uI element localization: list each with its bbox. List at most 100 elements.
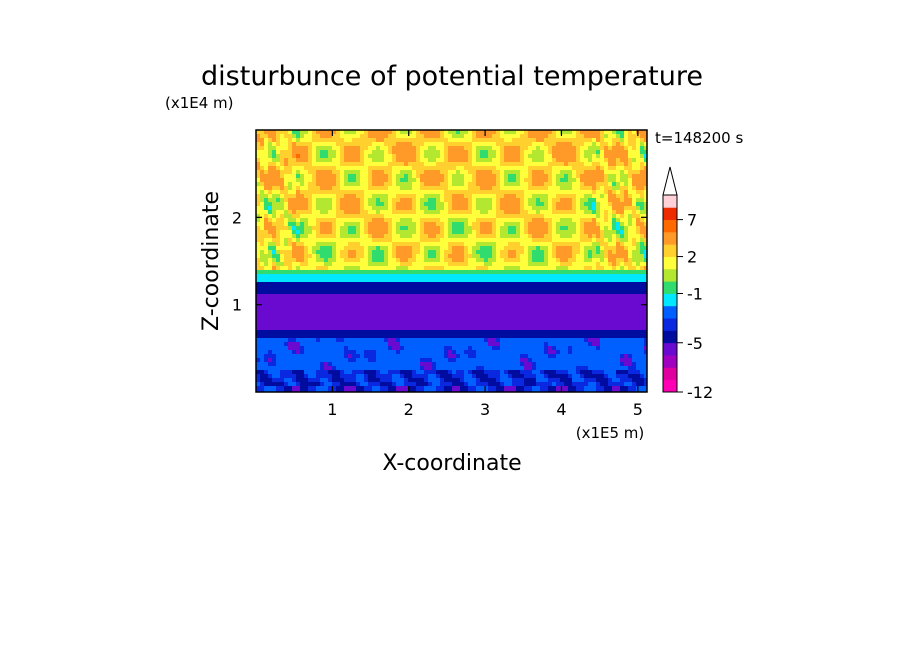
field-cell <box>632 254 637 259</box>
field-cell <box>560 322 565 327</box>
field-cell <box>280 238 285 243</box>
field-cell <box>520 294 525 299</box>
field-cell <box>272 214 277 219</box>
field-cell <box>308 194 313 199</box>
field-cell <box>608 306 613 311</box>
field-cell <box>528 210 533 215</box>
field-cell <box>360 310 365 315</box>
field-cell <box>284 262 289 267</box>
field-cell <box>476 286 481 291</box>
field-cell <box>556 282 561 287</box>
field-cell <box>316 270 321 275</box>
field-cell <box>288 186 293 191</box>
field-cell <box>380 206 385 211</box>
field-cell <box>356 186 361 191</box>
field-cell <box>316 166 321 171</box>
field-cell <box>468 170 473 175</box>
field-cell <box>564 150 569 155</box>
field-cell <box>532 302 537 307</box>
field-cell <box>396 258 401 263</box>
field-cell <box>624 254 629 259</box>
field-cell <box>356 294 361 299</box>
field-cell <box>476 194 481 199</box>
field-cell <box>316 250 321 255</box>
field-cell <box>504 134 509 139</box>
field-cell <box>544 134 549 139</box>
field-cell <box>400 246 405 251</box>
field-cell <box>268 182 273 187</box>
field-cell <box>524 198 529 203</box>
field-cell <box>304 174 309 179</box>
field-cell <box>344 178 349 183</box>
field-cell <box>596 138 601 143</box>
field-cell <box>452 298 457 303</box>
field-cell <box>512 258 517 263</box>
field-cell <box>564 166 569 171</box>
field-cell <box>476 270 481 275</box>
field-cell <box>404 178 409 183</box>
field-cell <box>356 130 361 135</box>
field-cell <box>616 150 621 155</box>
field-cell <box>296 138 301 143</box>
field-cell <box>620 294 625 299</box>
field-cell <box>308 198 313 203</box>
field-cell <box>348 274 353 279</box>
field-cell <box>408 306 413 311</box>
field-cell <box>496 182 501 187</box>
field-cell <box>332 282 337 287</box>
field-cell <box>552 318 557 323</box>
field-cell <box>540 282 545 287</box>
field-cell <box>580 202 585 207</box>
field-cell <box>536 134 541 139</box>
field-cell <box>640 182 645 187</box>
field-cell <box>364 274 369 279</box>
field-cell <box>524 270 529 275</box>
field-cell <box>280 298 285 303</box>
field-cell <box>608 142 613 147</box>
field-cell <box>264 310 269 315</box>
field-cell <box>500 242 505 247</box>
field-cell <box>300 186 305 191</box>
field-cell <box>568 210 573 215</box>
field-cell <box>512 190 517 195</box>
field-cell <box>468 266 473 271</box>
field-cell <box>460 270 465 275</box>
field-cell <box>476 262 481 267</box>
field-cell <box>428 330 433 335</box>
field-cell <box>440 150 445 155</box>
field-cell <box>600 150 605 155</box>
field-cell <box>340 294 345 299</box>
field-cell <box>496 130 501 135</box>
field-cell <box>380 226 385 231</box>
field-cell <box>308 150 313 155</box>
field-cell <box>264 206 269 211</box>
field-cell <box>380 170 385 175</box>
field-cell <box>308 330 313 335</box>
field-cell <box>584 206 589 211</box>
field-cell <box>520 182 525 187</box>
field-cell <box>592 178 597 183</box>
field-cell <box>428 310 433 315</box>
field-cell <box>412 258 417 263</box>
field-cell <box>416 206 421 211</box>
field-cell <box>328 270 333 275</box>
field-cell <box>540 174 545 179</box>
field-cell <box>312 294 317 299</box>
field-cell <box>456 174 461 179</box>
field-cell <box>392 282 397 287</box>
field-cell <box>544 158 549 163</box>
field-cell <box>400 210 405 215</box>
field-cell <box>296 330 301 335</box>
field-cell <box>264 318 269 323</box>
field-cell <box>308 202 313 207</box>
field-cell <box>644 210 647 215</box>
field-cell <box>540 246 545 251</box>
field-cell <box>608 178 613 183</box>
field-cell <box>348 266 353 271</box>
field-cell <box>276 190 281 195</box>
field-cell <box>388 314 393 319</box>
field-cell <box>396 226 401 231</box>
field-cell <box>356 162 361 167</box>
field-cell <box>380 214 385 219</box>
field-cell <box>628 242 633 247</box>
